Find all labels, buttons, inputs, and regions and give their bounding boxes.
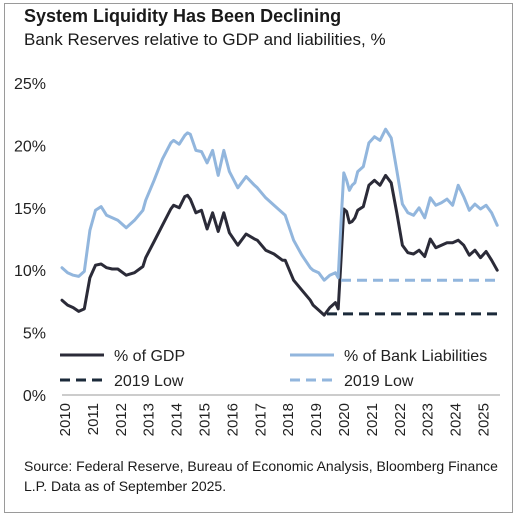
y-tick-label: 25% bbox=[14, 76, 46, 93]
chart-subtitle: Bank Reserves relative to GDP and liabil… bbox=[24, 30, 386, 49]
chart-frame bbox=[4, 3, 513, 513]
x-tick-label: 2018 bbox=[280, 403, 297, 436]
x-axis-ticks: 2010 2011 2012 2013 2014 2015 2016 2017 2018 2019… bbox=[57, 403, 492, 436]
y-tick-label: 10% bbox=[14, 263, 46, 280]
x-tick-label: 2017 bbox=[252, 403, 269, 436]
x-tick-label: 2011 bbox=[85, 403, 102, 435]
x-tick-label: 2013 bbox=[141, 403, 158, 436]
legend: % of GDP % of Bank Liabilities 2019 Low 201… bbox=[60, 348, 487, 390]
y-axis-ticks: 0% 5% 10% 15% 20% 25% bbox=[14, 76, 46, 405]
series-lines bbox=[60, 127, 499, 317]
source-note: Source: Federal Reserve, Bureau of Econo… bbox=[24, 458, 498, 494]
x-tick-label: 2010 bbox=[57, 403, 74, 436]
x-tick-label: 2023 bbox=[420, 403, 437, 436]
y-tick-label: 5% bbox=[23, 326, 46, 343]
legend-label: % of GDP bbox=[114, 348, 185, 365]
legend-label: % of Bank Liabilities bbox=[344, 348, 487, 365]
y-tick-label: 15% bbox=[14, 201, 46, 218]
x-tick-label: 2012 bbox=[113, 403, 130, 436]
legend-label: 2019 Low bbox=[114, 373, 184, 390]
x-tick-label: 2024 bbox=[448, 403, 465, 436]
chart-title: System Liquidity Has Been Declining bbox=[24, 6, 342, 26]
series-line-1 bbox=[60, 127, 499, 282]
series-line-0 bbox=[60, 173, 499, 317]
x-tick-label: 2014 bbox=[169, 403, 186, 436]
x-tick-label: 2019 bbox=[308, 403, 325, 436]
x-tick-label: 2022 bbox=[392, 403, 409, 436]
x-tick-label: 2025 bbox=[475, 403, 492, 436]
x-tick-label: 2020 bbox=[336, 403, 353, 436]
y-tick-label: 20% bbox=[14, 138, 46, 155]
y-tick-label: 0% bbox=[23, 388, 46, 405]
x-tick-label: 2015 bbox=[196, 403, 213, 436]
x-tick-label: 2021 bbox=[364, 403, 381, 436]
x-tick-label: 2016 bbox=[224, 403, 241, 436]
legend-label: 2019 Low bbox=[344, 373, 414, 390]
